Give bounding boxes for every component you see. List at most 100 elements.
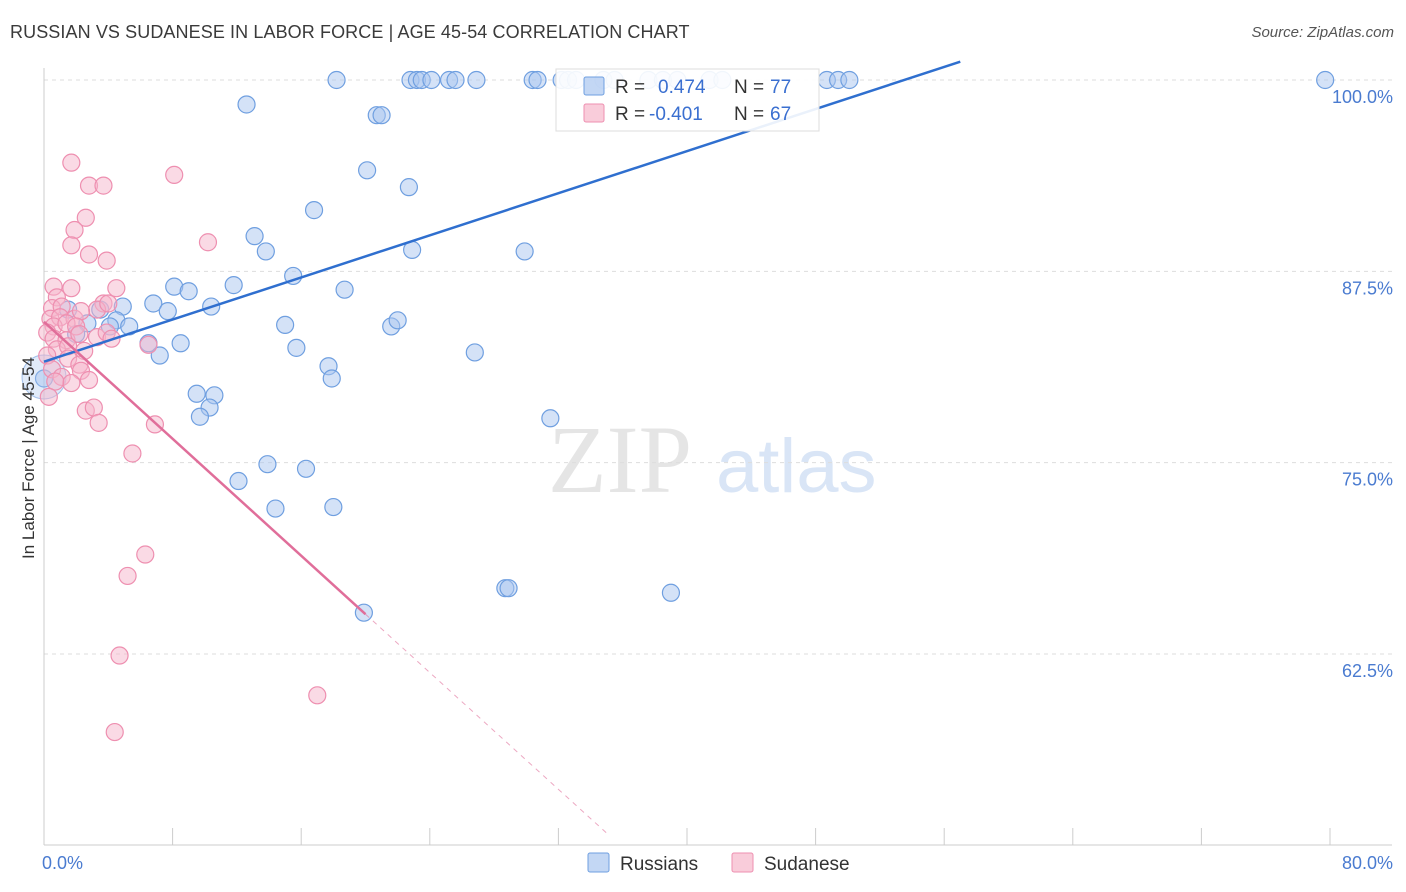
legend-n-value-sudanese: 67 (770, 104, 791, 125)
russians-point-73 (661, 583, 681, 602)
sudanese-point-52 (136, 545, 155, 564)
russians-point-54 (171, 334, 190, 353)
sudanese-point-29 (70, 324, 89, 344)
sudanese-point-8 (97, 251, 116, 270)
russians-point-6 (446, 70, 465, 90)
sudanese-point-4 (76, 208, 95, 227)
sudanese-point-44 (79, 370, 99, 390)
russians-point-22 (840, 70, 859, 90)
y-tick-label-0: 62.5% (1342, 661, 1393, 681)
russians-point-51 (388, 311, 407, 330)
sudanese-point-55 (308, 686, 327, 705)
russians-point-69 (266, 499, 285, 518)
sudanese-point-36 (139, 335, 158, 354)
sudanese-point-43 (62, 373, 81, 393)
axes (43, 68, 1392, 846)
legend-n-label-sudanese: N = (734, 104, 764, 125)
russians-point-44 (158, 302, 177, 321)
russians-point-7 (467, 70, 486, 90)
russians-point-72 (499, 579, 518, 598)
stats-legend: R = 0.474 N = 77 R = -0.401 N = 67 (555, 68, 820, 132)
russians-point-59 (322, 369, 341, 388)
series-legend: Russians Sudanese (587, 852, 850, 875)
y-tick-label-3: 100.0% (1332, 87, 1393, 107)
legend-n-value-russians: 77 (770, 77, 791, 98)
russians-point-29 (304, 201, 324, 220)
sudanese-point-3 (165, 165, 184, 185)
russians-point-0 (327, 70, 346, 90)
russians-trend-line (43, 60, 961, 363)
sudanese-trend-extension (365, 613, 607, 834)
russians-point-23 (1316, 70, 1335, 90)
sudanese-point-11 (62, 279, 81, 298)
russians-point-28 (399, 178, 419, 197)
legend-r-label-sudanese: R = (615, 104, 645, 125)
bottom-legend-swatch-russians (587, 852, 610, 873)
russians-point-63 (190, 407, 210, 426)
russians-point-24 (237, 95, 256, 114)
bottom-legend-swatch-sudanese (731, 852, 754, 873)
sudanese-point-54 (110, 646, 129, 665)
chart-title: RUSSIAN VS SUDANESE IN LABOR FORCE | AGE… (10, 22, 690, 42)
sudanese-point-7 (79, 245, 99, 264)
y-axis-label: In Labor Force | Age 45-54 (19, 357, 38, 559)
russians-point-64 (541, 409, 560, 428)
x-tick-label-1: 80.0% (1342, 853, 1393, 873)
sudanese-point-45 (46, 372, 65, 391)
russians-point-56 (150, 346, 169, 365)
russians-point-27 (358, 161, 377, 180)
legend-r-value-sudanese: -0.401 (649, 104, 703, 125)
grid-lines (44, 79, 1392, 655)
russians-point-36 (179, 282, 198, 301)
sudanese-point-48 (84, 398, 103, 417)
russians-point-68 (229, 471, 248, 491)
russians-point-70 (324, 497, 343, 517)
russians-point-9 (528, 70, 547, 90)
russians-point-38 (335, 280, 354, 299)
sudanese-point-2 (94, 176, 113, 195)
russians-point-60 (187, 384, 206, 403)
russians-point-57 (465, 343, 484, 362)
y-tick-labels: 62.5% 75.0% 87.5% 100.0% (1332, 87, 1393, 681)
x-tick-label-0: 0.0% (42, 853, 83, 873)
sudanese-point-18 (99, 294, 118, 313)
russians-point-55 (287, 338, 306, 357)
y-tick-label-1: 75.0% (1342, 470, 1393, 490)
sudanese-point-22 (71, 302, 91, 321)
russians-point-49 (276, 315, 295, 335)
russians-point-42 (144, 294, 163, 313)
legend-swatch-russians (583, 76, 605, 96)
sudanese-point-49 (89, 413, 108, 432)
russians-point-33 (515, 242, 534, 261)
watermark-atlas: atlas (716, 424, 877, 509)
sudanese-points (38, 153, 327, 742)
y-tick-label-2: 87.5% (1342, 278, 1393, 298)
sudanese-point-46 (39, 387, 58, 406)
x-tick-labels: 0.0% 80.0% (42, 853, 1393, 873)
sudanese-point-53 (118, 566, 137, 586)
russians-point-66 (258, 455, 277, 474)
sudanese-point-9 (198, 233, 218, 252)
sudanese-point-5 (65, 220, 84, 240)
russians-point-26 (372, 106, 391, 125)
legend-r-value-russians: 0.474 (658, 77, 706, 98)
russians-point-67 (296, 459, 316, 478)
russians-point-4 (422, 70, 441, 90)
legend-swatch-sudanese (583, 103, 605, 123)
russians-point-30 (245, 227, 264, 246)
sudanese-point-56 (105, 722, 124, 742)
source-label: Source: ZipAtlas.com (1251, 24, 1394, 41)
legend-r-label-russians: R = (615, 77, 645, 98)
russians-point-31 (256, 242, 275, 261)
watermark-zip: ZIP (548, 406, 692, 513)
bottom-legend-russians: Russians (620, 854, 698, 875)
sudanese-point-12 (107, 279, 126, 298)
russians-point-37 (224, 276, 243, 295)
sudanese-point-6 (62, 236, 81, 255)
sudanese-point-51 (123, 444, 142, 463)
sudanese-trend-line (43, 320, 367, 616)
legend-n-label-russians: N = (734, 77, 764, 98)
sudanese-point-0 (62, 153, 81, 172)
bottom-legend-sudanese: Sudanese (764, 854, 850, 875)
